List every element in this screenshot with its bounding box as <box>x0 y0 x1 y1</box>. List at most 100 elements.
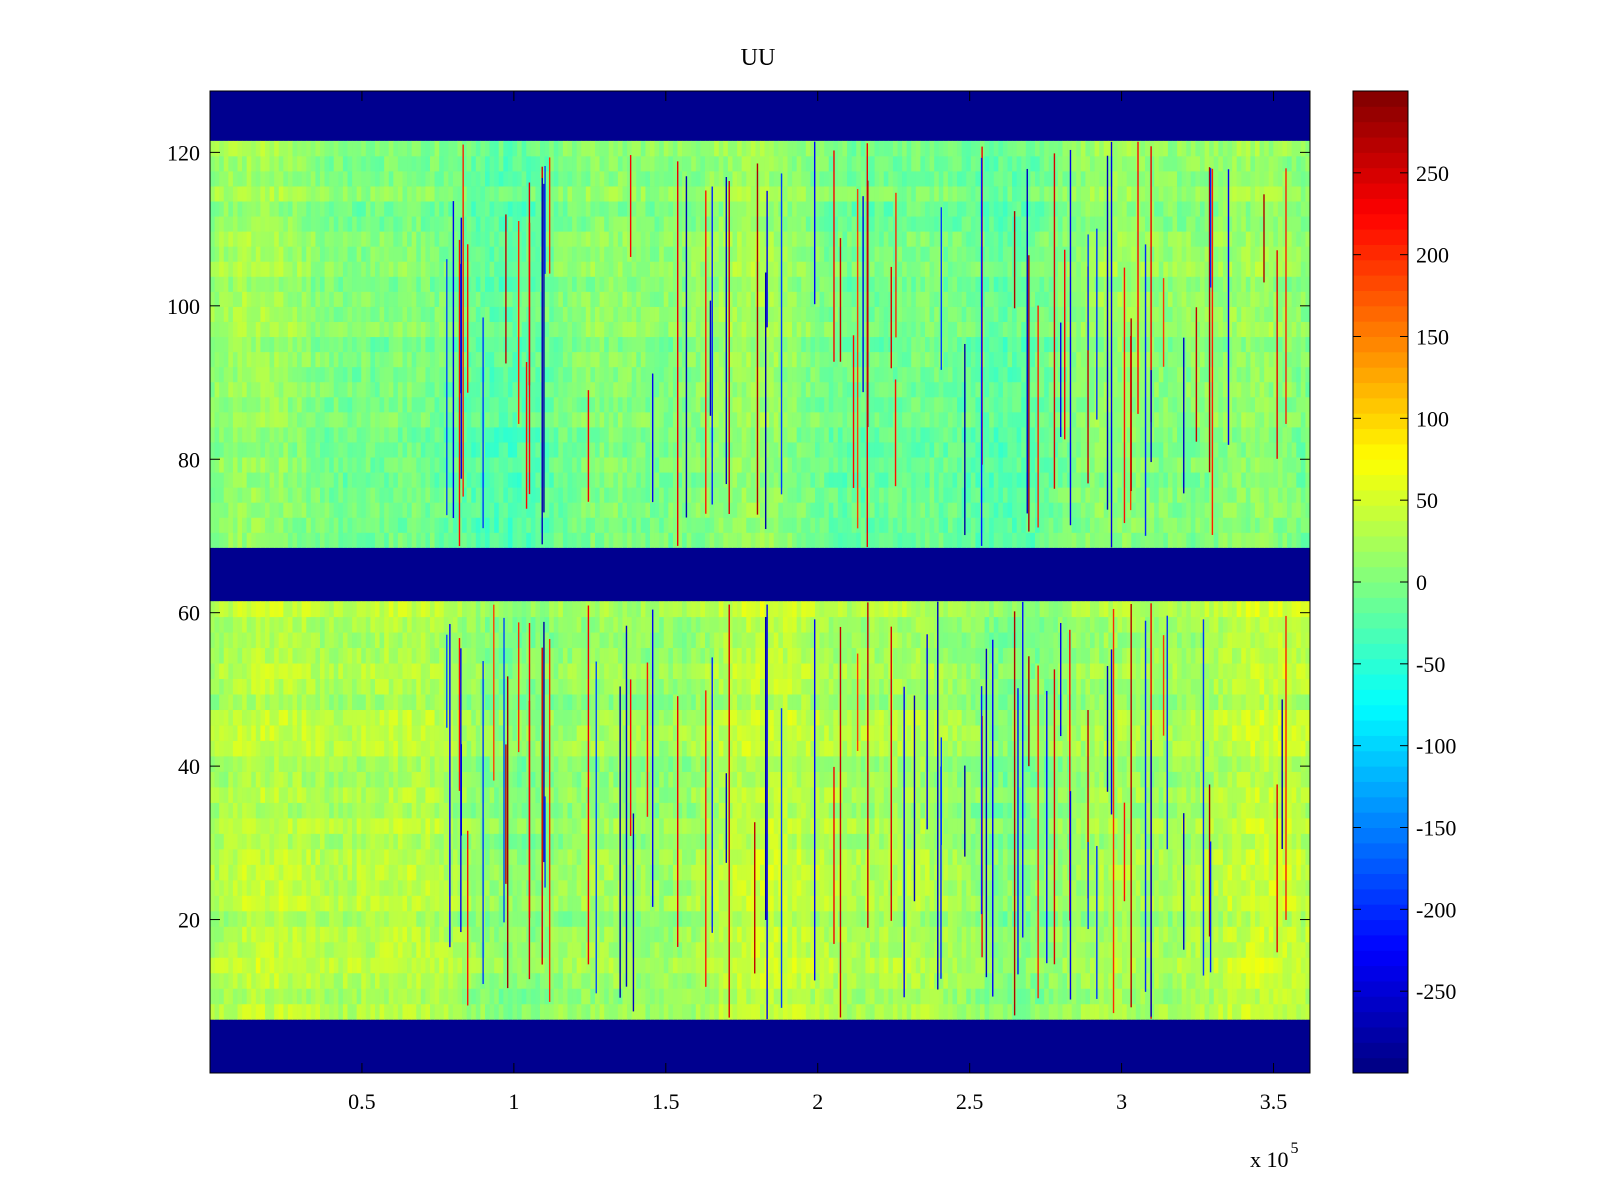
heatmap-cell <box>883 895 889 912</box>
heatmap-cell <box>370 694 376 710</box>
heatmap-cell <box>966 647 972 664</box>
heatmap-cell <box>796 910 802 927</box>
heatmap-cell <box>562 647 568 664</box>
heatmap-cell <box>608 910 614 927</box>
heatmap-cell <box>384 787 390 803</box>
heatmap-cell <box>558 647 564 664</box>
heatmap-cell <box>407 601 413 618</box>
heatmap-cell <box>631 709 637 726</box>
heatmap-cell <box>847 725 853 741</box>
heatmap-cell <box>636 957 642 974</box>
heatmap-cell <box>737 879 743 896</box>
heatmap-cell <box>333 601 339 618</box>
heatmap-cell <box>851 833 857 850</box>
heatmap-cell <box>654 864 660 881</box>
heatmap-cell <box>975 771 981 788</box>
heatmap-cell <box>897 647 903 664</box>
heatmap-cell <box>223 678 229 695</box>
heatmap-cell <box>737 694 743 710</box>
heatmap-cell <box>457 957 463 974</box>
heatmap-cell <box>535 647 541 664</box>
heatmap-cell <box>370 848 376 865</box>
heatmap-cell <box>214 848 220 865</box>
heatmap-cell <box>883 988 889 1005</box>
heatmap-cell <box>498 663 504 680</box>
heatmap-cell <box>695 848 701 865</box>
heatmap-cell <box>663 941 669 958</box>
heatmap-cell <box>714 941 720 958</box>
heatmap-cell <box>819 709 825 726</box>
heatmap-cell <box>439 616 445 633</box>
heatmap-cell <box>310 663 316 680</box>
heatmap-cell <box>494 988 500 1005</box>
heatmap-cell <box>920 647 926 664</box>
heatmap-cell <box>897 632 903 649</box>
heatmap-cell <box>847 709 853 726</box>
heatmap-cell <box>1053 879 1059 896</box>
heatmap-cell <box>512 864 518 881</box>
heatmap-cell <box>269 910 275 927</box>
heatmap-cell <box>228 647 234 664</box>
heatmap-cell <box>356 756 362 772</box>
heatmap-cell <box>929 833 935 850</box>
heatmap-cell <box>393 957 399 974</box>
heatmap-cell <box>952 910 958 927</box>
heatmap-cell <box>434 988 440 1005</box>
heatmap-cell <box>608 740 614 757</box>
heatmap-cell <box>718 756 724 772</box>
heatmap-cell <box>608 833 614 850</box>
heatmap-cell <box>342 972 348 989</box>
heatmap-cell <box>911 910 917 927</box>
heatmap-cell <box>700 817 706 834</box>
heatmap-cell <box>1039 926 1045 943</box>
heatmap-cell <box>718 740 724 757</box>
heatmap-cell <box>947 647 953 664</box>
heatmap-cell <box>260 709 266 726</box>
heatmap-cell <box>659 647 665 664</box>
heatmap-cell <box>828 787 834 803</box>
heatmap-cell <box>833 879 839 896</box>
heatmap-cell <box>737 740 743 757</box>
heatmap-cell <box>989 972 995 989</box>
heatmap-cell <box>622 663 628 680</box>
heatmap-cell <box>782 879 788 896</box>
heatmap-cell <box>517 601 523 618</box>
heatmap-cell <box>805 616 811 633</box>
heatmap-cell <box>833 632 839 649</box>
heatmap-cell <box>471 1003 477 1020</box>
heatmap-cell <box>462 864 468 881</box>
heatmap-cell <box>411 957 417 974</box>
heatmap-cell <box>576 988 582 1005</box>
heatmap-cell <box>462 895 468 912</box>
heatmap-cell <box>320 926 325 943</box>
heatmap-cell <box>737 725 743 741</box>
heatmap-cell <box>668 632 674 649</box>
heatmap-cell <box>255 647 261 664</box>
heatmap-cell <box>906 709 912 726</box>
heatmap-cell <box>553 616 559 633</box>
heatmap-cell <box>782 926 788 943</box>
heatmap-cell <box>1016 833 1022 850</box>
heatmap-cell <box>242 694 248 710</box>
heatmap-cell <box>530 756 536 772</box>
heatmap-cell <box>819 941 825 958</box>
heatmap-cell <box>920 864 926 881</box>
heatmap-cell <box>1002 957 1008 974</box>
heatmap-cell <box>223 725 229 741</box>
heatmap-cell <box>228 740 234 757</box>
heatmap-cell <box>434 787 440 803</box>
heatmap-cell <box>274 926 280 943</box>
heatmap-cell <box>416 787 422 803</box>
heatmap-cell <box>915 663 921 680</box>
heatmap-cell <box>805 988 811 1005</box>
heatmap-cell <box>342 725 348 741</box>
heatmap-cell <box>512 941 518 958</box>
heatmap-cell <box>911 663 917 680</box>
heatmap-cell <box>595 895 600 912</box>
heatmap-cell <box>920 740 926 757</box>
heatmap-cell <box>828 771 834 788</box>
heatmap-cell <box>411 910 417 927</box>
heatmap-cell <box>310 771 316 788</box>
heatmap-cell <box>485 833 490 850</box>
heatmap-cell <box>210 941 215 958</box>
